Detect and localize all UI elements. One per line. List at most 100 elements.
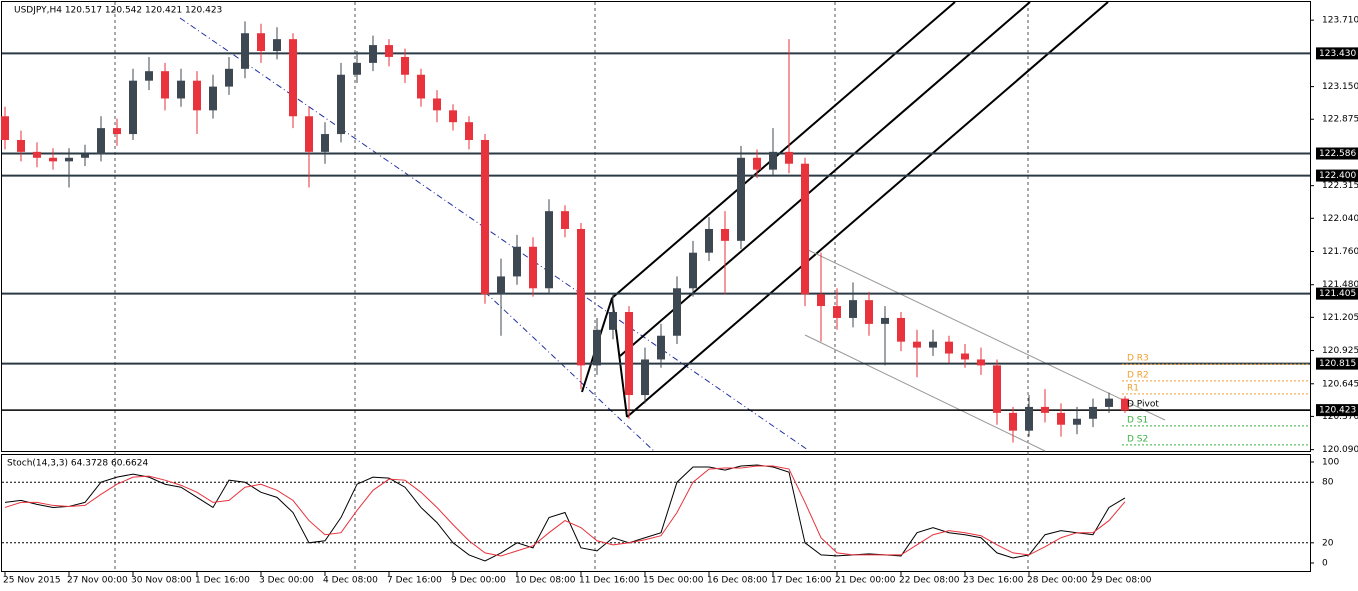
- y-tick-label: 121.205: [1322, 313, 1358, 323]
- candle-body: [977, 359, 985, 366]
- candle-body: [1041, 406, 1049, 413]
- level-label: 122.400: [1319, 171, 1356, 181]
- level-box: [1316, 404, 1358, 417]
- candle-body: [113, 128, 121, 135]
- candle-body: [817, 294, 825, 307]
- x-tick-label: 30 Nov 08:00: [131, 576, 192, 586]
- candle-body: [129, 80, 137, 135]
- candle-body: [241, 33, 249, 69]
- candle-body: [81, 154, 89, 158]
- candle-body: [97, 128, 105, 155]
- indicator-tick-label: 0: [1322, 559, 1328, 569]
- candle-body: [641, 359, 649, 396]
- candle-body: [337, 74, 345, 135]
- candle-body: [401, 56, 409, 75]
- y-tick-label: 122.875: [1322, 115, 1358, 125]
- y-tick-label: 120.645: [1322, 379, 1358, 389]
- x-tick-label: 10 Dec 08:00: [515, 576, 576, 586]
- candle-body: [17, 139, 25, 152]
- level-label: 120.423: [1319, 406, 1356, 416]
- y-tick-label: 120.090: [1322, 445, 1358, 455]
- x-tick-label: 25 Nov 2015: [3, 576, 61, 586]
- indicator-tick-label: 80: [1322, 478, 1334, 488]
- candle-body: [945, 341, 953, 354]
- indicator-line: [4, 464, 1126, 562]
- candle-body: [321, 134, 329, 152]
- candle-body: [625, 312, 633, 396]
- x-tick-label: 9 Dec 00:00: [451, 576, 506, 586]
- x-tick-label: 15 Dec 00:00: [643, 576, 704, 586]
- channel-line: [804, 334, 1046, 452]
- candle-body: [961, 353, 969, 360]
- candle-body: [289, 39, 297, 117]
- pitchfork-line: [611, 1, 956, 299]
- candle-body: [417, 74, 425, 99]
- level-label: 120.815: [1319, 359, 1356, 369]
- x-tick-label: 11 Dec 16:00: [579, 576, 640, 586]
- candle-body: [513, 246, 521, 277]
- candle-body: [849, 300, 857, 318]
- candle-body: [705, 228, 713, 253]
- candle-body: [609, 312, 617, 330]
- candle-body: [481, 139, 489, 295]
- y-tick-label: 123.150: [1322, 82, 1358, 92]
- candle-body: [657, 335, 665, 360]
- x-tick-label: 4 Dec 08:00: [323, 576, 378, 586]
- y-tick-label: 121.760: [1322, 247, 1358, 257]
- candle-body: [369, 45, 377, 63]
- candle-body: [737, 157, 745, 241]
- candle-body: [577, 228, 585, 366]
- main-frame: [1, 1, 1311, 452]
- indicator-line: [4, 465, 1126, 557]
- candle-body: [865, 300, 873, 324]
- level-label: 122.586: [1319, 149, 1356, 159]
- candle-body: [785, 151, 793, 164]
- candle-body: [1073, 418, 1081, 425]
- candle-body: [1, 116, 9, 140]
- candle-body: [209, 86, 217, 111]
- candle-body: [1089, 406, 1097, 419]
- candle-body: [161, 71, 169, 99]
- candle-body: [993, 365, 1001, 413]
- candle-body: [193, 80, 201, 111]
- x-tick-label: 7 Dec 16:00: [387, 576, 442, 586]
- x-tick-label: 27 Nov 00:00: [67, 576, 128, 586]
- pivot-label: D Pivot: [1127, 400, 1159, 410]
- candle-body: [1057, 412, 1065, 425]
- candle-body: [689, 252, 697, 289]
- y-tick-label: 122.315: [1322, 181, 1358, 191]
- candle-body: [833, 306, 841, 318]
- y-tick-label: 120.925: [1322, 346, 1358, 356]
- candle-body: [897, 317, 905, 342]
- candle-body: [385, 45, 393, 57]
- channel-line: [807, 249, 1166, 421]
- separators: [114, 2, 1029, 570]
- channel-line: [179, 17, 809, 451]
- x-tick-label: 21 Dec 00:00: [835, 576, 896, 586]
- candle-body: [721, 228, 729, 241]
- level-label: 123.430: [1319, 49, 1356, 59]
- candle-body: [353, 62, 361, 75]
- candle-body: [801, 163, 809, 295]
- x-tick-label: 28 Dec 00:00: [1027, 576, 1088, 586]
- candle-body: [33, 151, 41, 158]
- candle-body: [881, 317, 889, 324]
- indicator-frame: [1, 454, 1311, 572]
- y-tick-label: 122.040: [1322, 214, 1358, 224]
- x-tick-label: 29 Dec 08:00: [1091, 576, 1152, 586]
- candle-body: [593, 329, 601, 366]
- pivot-label: R1: [1127, 383, 1139, 393]
- candle-body: [145, 71, 153, 81]
- indicator-tick-label: 100: [1322, 458, 1339, 468]
- x-tick-label: 17 Dec 16:00: [771, 576, 832, 586]
- candle-body: [753, 157, 761, 170]
- pivot-label: D S2: [1127, 434, 1148, 444]
- pivot-label: D R3: [1127, 354, 1149, 364]
- candle-body: [433, 98, 441, 111]
- x-tick-label: 16 Dec 08:00: [707, 576, 768, 586]
- pivot-label: D R2: [1127, 370, 1149, 380]
- chart-title: USDJPY,H4 120.517 120.542 120.421 120.42…: [14, 6, 222, 16]
- candle-body: [273, 39, 281, 52]
- level-box: [1316, 169, 1358, 182]
- candle-body: [1009, 412, 1017, 431]
